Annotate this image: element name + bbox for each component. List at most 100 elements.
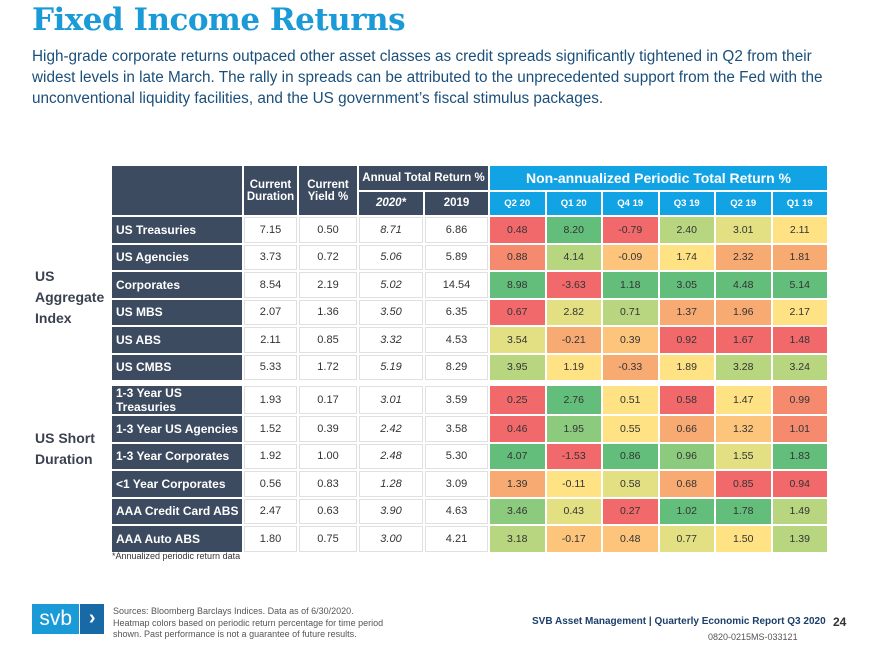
heatmap-cell: 3.28 — [716, 354, 771, 380]
group-label-short-duration: US Short Duration — [35, 430, 95, 467]
return-2020-cell: 5.02 — [359, 272, 423, 298]
row-name: Corporates — [112, 272, 242, 298]
duration-cell: 7.15 — [244, 217, 297, 243]
heatmap-cell: 0.96 — [659, 443, 714, 469]
heatmap-cell: 0.58 — [603, 471, 658, 497]
row-name: 1-3 Year US Treasuries — [112, 386, 242, 414]
table-row: US Agencies 3.73 0.72 5.06 5.89 0.88 4.14 -0.09… — [112, 244, 827, 270]
heatmap-cell: 0.94 — [772, 471, 827, 497]
yield-cell: 0.72 — [299, 244, 357, 270]
header-annual: Annual Total Return % — [359, 166, 488, 190]
divider-cell — [112, 382, 827, 384]
duration-cell: 5.33 — [244, 354, 297, 380]
return-2019-cell: 3.59 — [425, 386, 488, 414]
heatmap-cell: 1.74 — [659, 244, 714, 270]
return-2019-cell: 4.21 — [425, 526, 488, 552]
return-2019-cell: 5.30 — [425, 443, 488, 469]
heatmap-cell: -1.53 — [546, 443, 601, 469]
heatmap-cell: 0.58 — [659, 386, 714, 414]
row-name: 1-3 Year US Agencies — [112, 416, 242, 442]
heatmap-cell: 1.02 — [659, 498, 714, 524]
heatmap-cell: 3.18 — [490, 526, 545, 552]
duration-cell: 2.11 — [244, 327, 297, 353]
header-periodic: Non-annualized Periodic Total Return % — [490, 166, 827, 190]
heatmap-cell: 8.20 — [546, 217, 601, 243]
heatmap-cell: 8.98 — [490, 272, 545, 298]
header-quarter: Q2 19 — [716, 191, 771, 215]
table-row: US CMBS 5.33 1.72 5.19 8.29 3.95 1.19 -0.33 1.89… — [112, 354, 827, 380]
return-2020-cell: 5.19 — [359, 354, 423, 380]
group-label-aggregate: US Aggregate Index — [35, 268, 105, 326]
table-row: <1 Year Corporates 0.56 0.83 1.28 3.09 1.39 -0… — [112, 471, 827, 497]
heatmap-cell: 1.50 — [716, 526, 771, 552]
row-name: US ABS — [112, 327, 242, 353]
heatmap-cell: 1.32 — [716, 416, 771, 442]
row-name: 1-3 Year Corporates — [112, 443, 242, 469]
group-divider — [112, 382, 827, 384]
table-row: Corporates 8.54 2.19 5.02 14.54 8.98 -3.63 1.18… — [112, 272, 827, 298]
duration-cell: 1.92 — [244, 443, 297, 469]
return-2019-cell: 8.29 — [425, 354, 488, 380]
table-row: AAA Credit Card ABS 2.47 0.63 3.90 4.63 3.46 0… — [112, 498, 827, 524]
heatmap-cell: 1.37 — [659, 299, 714, 325]
heatmap-cell: 1.49 — [772, 498, 827, 524]
yield-cell: 1.00 — [299, 443, 357, 469]
page-number: 24 — [833, 615, 847, 629]
table-row: US Treasuries 7.15 0.50 8.71 6.86 0.48 8.20 -0.… — [112, 217, 827, 243]
page-title: Fixed Income Returns — [32, 2, 406, 38]
yield-cell: 1.36 — [299, 299, 357, 325]
return-2019-cell: 14.54 — [425, 272, 488, 298]
heatmap-cell: 3.95 — [490, 354, 545, 380]
table-row: 1-3 Year US Agencies 1.52 0.39 2.42 3.58 0.46… — [112, 416, 827, 442]
heatmap-cell: 0.27 — [603, 498, 658, 524]
return-2020-cell: 3.50 — [359, 299, 423, 325]
yield-cell: 0.50 — [299, 217, 357, 243]
table-row: US ABS 2.11 0.85 3.32 4.53 3.54 -0.21 0.39 0.92 1… — [112, 327, 827, 353]
return-2019-cell: 4.63 — [425, 498, 488, 524]
header-quarter: Q4 19 — [603, 191, 658, 215]
duration-cell: 1.93 — [244, 386, 297, 414]
heatmap-cell: 1.55 — [716, 443, 771, 469]
duration-cell: 0.56 — [244, 471, 297, 497]
heatmap-cell: 0.68 — [659, 471, 714, 497]
yield-cell: 0.75 — [299, 526, 357, 552]
yield-cell: 0.39 — [299, 416, 357, 442]
row-name: US Treasuries — [112, 217, 242, 243]
return-2019-cell: 3.58 — [425, 416, 488, 442]
header-duration: Current Duration — [244, 166, 297, 215]
return-2019-cell: 3.09 — [425, 471, 488, 497]
return-2019-cell: 5.89 — [425, 244, 488, 270]
heatmap-cell: 1.47 — [716, 386, 771, 414]
heatmap-cell: 1.39 — [772, 526, 827, 552]
report-code: 0820-0215MS-033121 — [708, 632, 798, 642]
row-name: US MBS — [112, 299, 242, 325]
heatmap-cell: 2.32 — [716, 244, 771, 270]
heatmap-cell: 1.95 — [546, 416, 601, 442]
svb-logo: svb › — [32, 604, 104, 634]
heatmap-cell: 2.82 — [546, 299, 601, 325]
heatmap-cell: -0.79 — [603, 217, 658, 243]
footnote: *Annualized periodic return data — [112, 551, 241, 561]
duration-cell: 2.07 — [244, 299, 297, 325]
sources-line: Heatmap colors based on periodic return … — [113, 617, 384, 628]
yield-cell: 0.85 — [299, 327, 357, 353]
return-2020-cell: 2.42 — [359, 416, 423, 442]
return-2020-cell: 3.01 — [359, 386, 423, 414]
heatmap-cell: 0.46 — [490, 416, 545, 442]
returns-table: Current Duration Current Yield % Annual … — [110, 164, 829, 554]
row-name: <1 Year Corporates — [112, 471, 242, 497]
return-2020-cell: 3.00 — [359, 526, 423, 552]
heatmap-cell: 0.55 — [603, 416, 658, 442]
return-2020-cell: 3.32 — [359, 327, 423, 353]
heatmap-cell: 4.07 — [490, 443, 545, 469]
table-row: US MBS 2.07 1.36 3.50 6.35 0.67 2.82 0.71 1.37 1.… — [112, 299, 827, 325]
heatmap-cell: 0.92 — [659, 327, 714, 353]
yield-cell: 0.83 — [299, 471, 357, 497]
return-2019-cell: 4.53 — [425, 327, 488, 353]
yield-cell: 1.72 — [299, 354, 357, 380]
yield-cell: 2.19 — [299, 272, 357, 298]
heatmap-cell: 1.48 — [772, 327, 827, 353]
heatmap-cell: 0.39 — [603, 327, 658, 353]
table-row: 1-3 Year US Treasuries 1.93 0.17 3.01 3.59 0.… — [112, 386, 827, 414]
heatmap-cell: 3.46 — [490, 498, 545, 524]
